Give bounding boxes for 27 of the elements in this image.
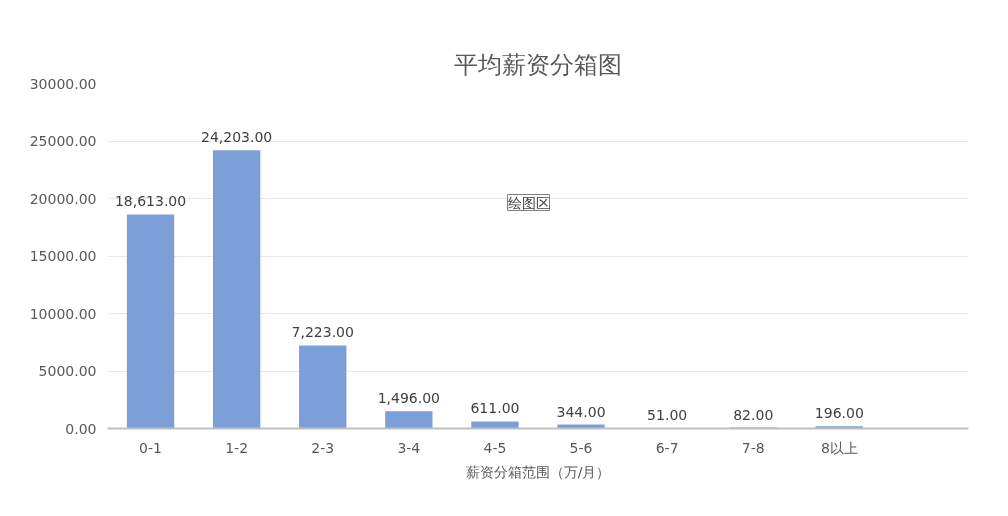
y-tick-label: 30000.00 xyxy=(29,75,97,92)
x-tick-label: 0-1 xyxy=(139,439,162,456)
data-label: 344.00 xyxy=(556,403,606,420)
y-tick-label: 15000.00 xyxy=(29,248,97,264)
x-tick-label: 6-7 xyxy=(655,439,679,456)
data-label: 611.00 xyxy=(470,400,520,417)
x-tick-label: 1-2 xyxy=(225,439,249,456)
data-label: 82.00 xyxy=(733,406,774,423)
x-tick-label: 5-6 xyxy=(569,439,593,456)
x-axis-title: 薪资分箱范围（万/月） xyxy=(465,463,611,480)
y-tick-label: 0.00 xyxy=(65,420,97,437)
y-tick-label: 10000.00 xyxy=(29,305,97,322)
x-tick-label: 7-8 xyxy=(741,439,765,456)
data-label: 18,613.00 xyxy=(114,193,187,210)
data-label: 1,496.00 xyxy=(377,390,441,407)
chart-title: 平均薪资分箱图 xyxy=(454,50,622,79)
data-label: 7,223.00 xyxy=(291,324,354,341)
data-label: 51.00 xyxy=(647,406,688,423)
data-label: 196.00 xyxy=(814,405,864,422)
data-label: 24,203.00 xyxy=(201,129,273,146)
y-tick-label: 5000.00 xyxy=(38,363,97,379)
y-tick-label: 25000.00 xyxy=(29,133,97,149)
x-tick-label: 2-3 xyxy=(311,439,335,456)
x-tick-label: 3-4 xyxy=(397,439,421,456)
y-tick-label: 20000.00 xyxy=(29,190,97,207)
x-tick-label: 4-5 xyxy=(483,439,507,456)
x-tick-label: 8以上 xyxy=(820,439,858,456)
